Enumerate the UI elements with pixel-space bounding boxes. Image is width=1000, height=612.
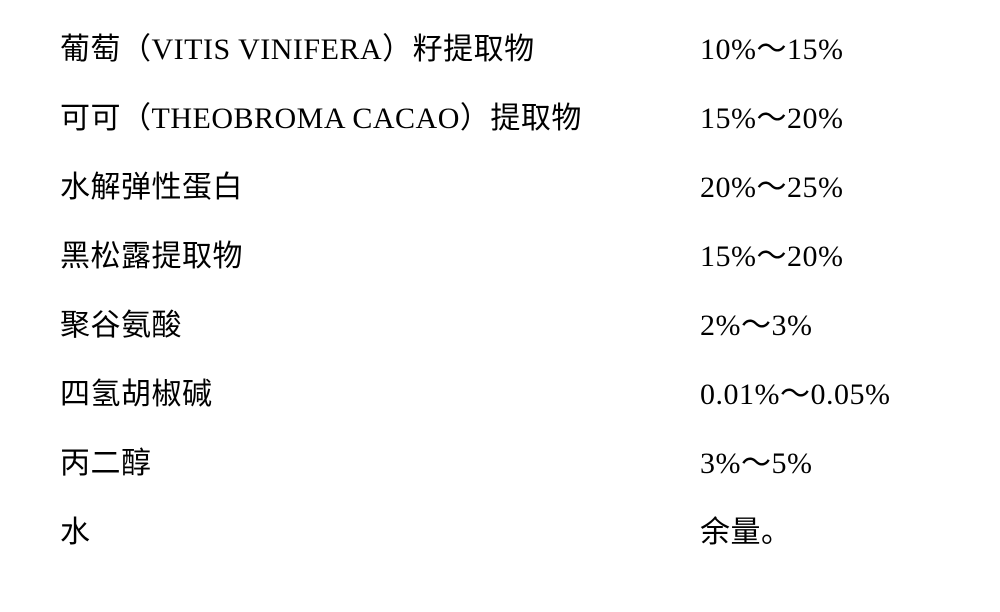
table-row: 四氢胡椒碱 0.01%～0.05% [60, 375, 940, 414]
table-row: 可可（THEOBROMA CACAO）提取物 15%～20% [60, 99, 940, 138]
table-row: 黑松露提取物 15%～20% [60, 237, 940, 276]
table-row: 聚谷氨酸 2%～3% [60, 306, 940, 345]
ingredient-name: 可可（THEOBROMA CACAO）提取物 [60, 99, 700, 138]
ingredient-value: 2%～3% [700, 306, 812, 345]
ingredient-value: 10%～15% [700, 30, 843, 69]
ingredient-value: 20%～25% [700, 168, 843, 207]
ingredient-name: 四氢胡椒碱 [60, 375, 700, 414]
ingredient-name: 水解弹性蛋白 [60, 168, 700, 207]
ingredient-value: 0.01%～0.05% [700, 375, 890, 414]
ingredient-table: 葡萄（VITIS VINIFERA）籽提取物 10%～15% 可可（THEOBR… [0, 0, 1000, 612]
ingredient-name: 黑松露提取物 [60, 237, 700, 276]
ingredient-value: 15%～20% [700, 237, 843, 276]
ingredient-name: 聚谷氨酸 [60, 306, 700, 345]
ingredient-name: 葡萄（VITIS VINIFERA）籽提取物 [60, 30, 700, 69]
table-row: 丙二醇 3%～5% [60, 444, 940, 483]
ingredient-name: 丙二醇 [60, 444, 700, 483]
table-row: 水 余量。 [60, 513, 940, 552]
table-row: 水解弹性蛋白 20%～25% [60, 168, 940, 207]
ingredient-name: 水 [60, 513, 700, 552]
ingredient-value: 余量。 [700, 513, 792, 552]
table-row: 葡萄（VITIS VINIFERA）籽提取物 10%～15% [60, 30, 940, 69]
ingredient-value: 15%～20% [700, 99, 843, 138]
ingredient-value: 3%～5% [700, 444, 812, 483]
